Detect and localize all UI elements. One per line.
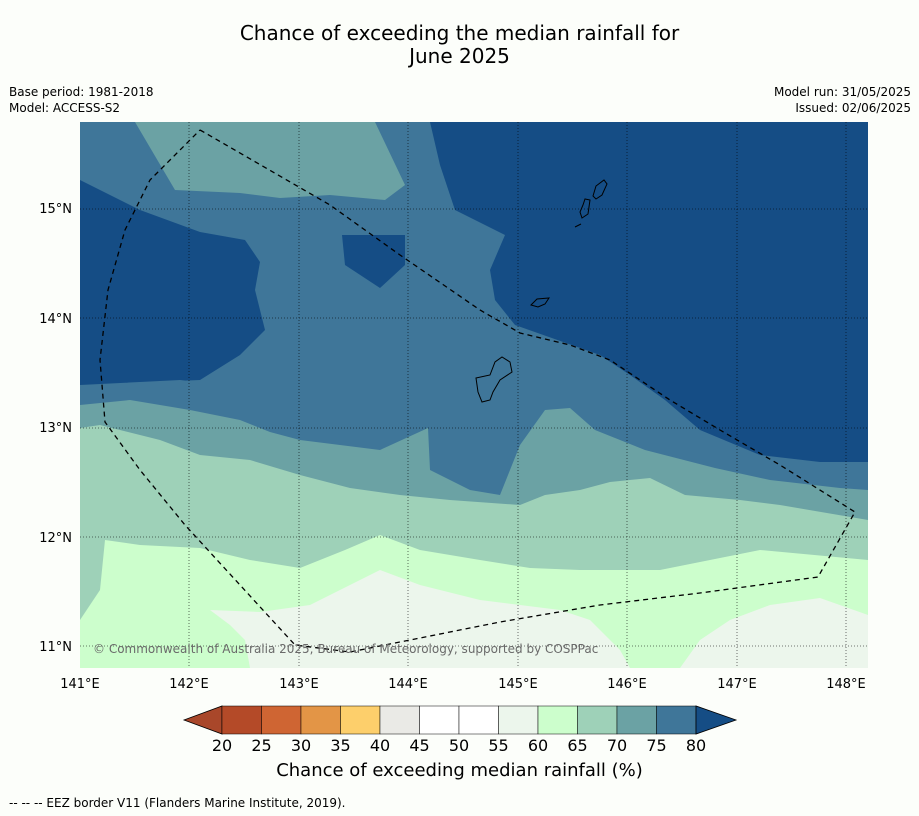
- colorbar-tick-label: 70: [606, 736, 628, 755]
- contour-55-60: [210, 570, 868, 668]
- colorbar-swatch: [458, 705, 499, 735]
- model-name: Model: ACCESS-S2: [9, 101, 121, 115]
- eez-border: [99, 129, 856, 653]
- issued-date: Issued: 02/06/2025: [795, 101, 911, 115]
- colorbar-extend-low: [182, 705, 223, 735]
- lat-label: 11°N: [39, 640, 72, 655]
- chart-title-line2: June 2025: [409, 44, 510, 68]
- chart-title: Chance of exceeding the median rainfall …: [0, 22, 919, 68]
- lon-label: 144°E: [388, 677, 428, 692]
- lat-labels: 15°N 14°N 13°N 12°N 11°N: [39, 202, 72, 655]
- colorbar-swatch: [537, 705, 578, 735]
- colorbar-tick-label: 40: [369, 736, 391, 755]
- meta-left: Base period: 1981-2018 Model: ACCESS-S2: [9, 84, 154, 116]
- lat-label: 13°N: [39, 421, 72, 436]
- island-tinian: [579, 198, 591, 219]
- colorbar-swatch: [656, 705, 697, 735]
- eez-legend-note: -- -- -- EEZ border V11 (Flanders Marine…: [9, 796, 346, 810]
- colorbar-swatch: [379, 705, 420, 735]
- colorbar-swatch: [300, 705, 341, 735]
- lat-label: 14°N: [39, 312, 72, 327]
- colorbar-tick-label: 35: [330, 736, 351, 755]
- lon-label: 148°E: [826, 677, 866, 692]
- lat-label: 12°N: [39, 531, 72, 546]
- colorbar: [182, 705, 738, 735]
- colorbar-tick-label: 75: [646, 736, 667, 755]
- colorbar-swatch: [616, 705, 657, 735]
- lon-labels: 141°E 142°E 143°E 144°E 145°E 146°E 147°…: [60, 677, 866, 692]
- colorbar-tick-label: 45: [409, 736, 430, 755]
- model-run: Model run: 31/05/2025: [773, 85, 911, 99]
- lat-label: 15°N: [39, 202, 72, 217]
- colorbar-tick-label: 60: [527, 736, 549, 755]
- colorbar-swatch: [498, 705, 539, 735]
- lon-label: 142°E: [169, 677, 209, 692]
- lon-label: 147°E: [717, 677, 757, 692]
- copyright-notice: © Commonwealth of Australia 2025, Bureau…: [93, 642, 598, 656]
- colorbar-swatch: [261, 705, 302, 735]
- lon-label: 146°E: [607, 677, 647, 692]
- lon-label: 141°E: [60, 677, 100, 692]
- colorbar-swatch: [419, 705, 460, 735]
- meta-right: Model run: 31/05/2025 Issued: 02/06/2025: [774, 84, 911, 116]
- contour-layers: [80, 122, 868, 668]
- colorbar-swatch: [221, 705, 262, 735]
- island-guam: [475, 356, 513, 403]
- colorbar-swatch: [340, 705, 381, 735]
- colorbar-swatch: [577, 705, 618, 735]
- base-period: Base period: 1981-2018: [9, 85, 154, 99]
- colorbar-tick-label: 80: [685, 736, 707, 755]
- chart-title-line1: Chance of exceeding the median rainfall …: [239, 21, 680, 45]
- colorbar-tick-label: 25: [251, 736, 272, 755]
- islands: [475, 179, 608, 403]
- colorbar-tick-label: 30: [290, 736, 312, 755]
- contour-75-80-patch: [342, 235, 405, 288]
- gridlines: [80, 122, 868, 668]
- island-saipan: [592, 179, 608, 200]
- colorbar-tick-label: 50: [448, 736, 470, 755]
- island-rota: [530, 297, 550, 308]
- lon-label: 143°E: [279, 677, 319, 692]
- colorbar-tick-label: 20: [211, 736, 233, 755]
- colorbar-title: Chance of exceeding median rainfall (%): [276, 760, 643, 781]
- colorbar-extend-high: [695, 705, 738, 735]
- colorbar-tick-label: 65: [567, 736, 588, 755]
- lon-label: 145°E: [498, 677, 538, 692]
- colorbar-labels: 20 25 30 35 40 45 50 55 60 65 70 75 80: [0, 736, 919, 756]
- island-aguijan: [574, 223, 582, 228]
- colorbar-tick-label: 55: [488, 736, 509, 755]
